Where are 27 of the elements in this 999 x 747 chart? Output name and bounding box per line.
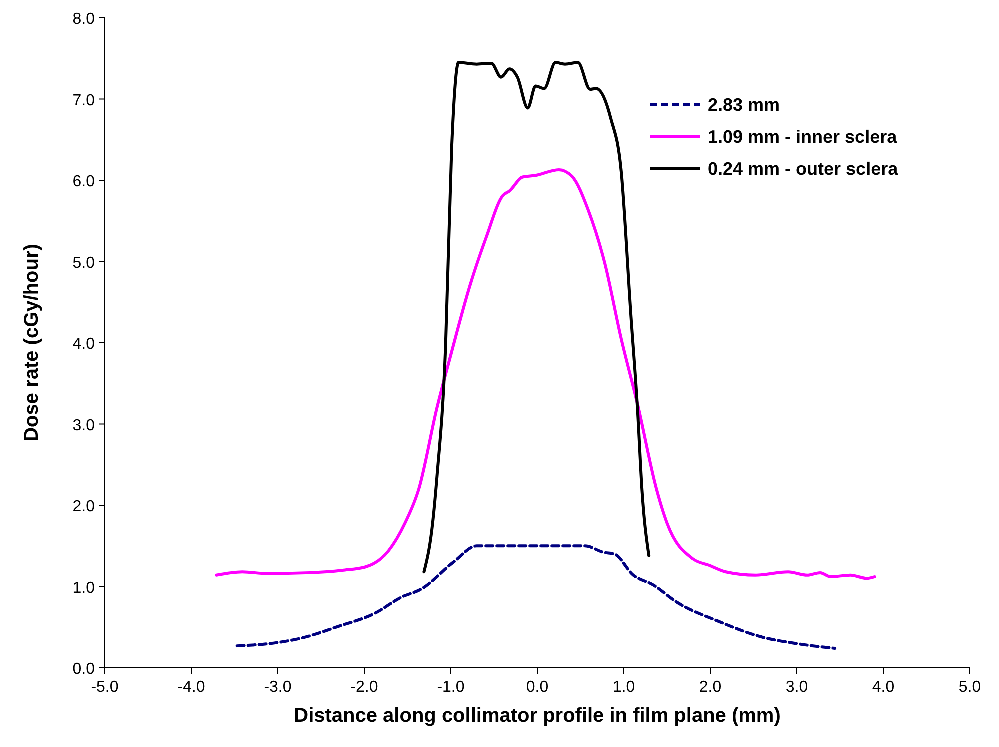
x-tick-label: -4.0 — [178, 679, 206, 696]
y-tick-label: 5.0 — [72, 254, 96, 272]
x-tick-label: 5.0 — [958, 679, 982, 696]
y-tick-label: 6.0 — [72, 174, 96, 190]
legend-label: 0.24 mm - outer sclera — [708, 159, 900, 179]
y-tick-label: 2.0 — [72, 498, 96, 516]
x-axis-title: Distance along collimator profile in film plane (mm) — [294, 705, 781, 727]
y-tick-label: 7.0 — [72, 92, 96, 110]
y-tick-label: 4.0 — [72, 336, 96, 353]
x-tick-label: -5.0 — [91, 679, 119, 696]
x-tick-label: 2.0 — [699, 679, 722, 696]
x-tick-label: -2.0 — [350, 679, 378, 696]
line-series — [236, 544, 837, 650]
x-tick-label: -3.0 — [264, 679, 292, 696]
legend-label: 2.83 mm — [708, 95, 780, 115]
y-tick-label: 0.0 — [72, 661, 96, 678]
x-tick-label: 4.0 — [872, 679, 895, 696]
y-tick-label: 8.0 — [72, 11, 96, 28]
y-axis-title: Dose rate (cGy/hour) — [21, 244, 43, 442]
x-tick-label: 0.0 — [526, 679, 549, 696]
line-series — [422, 61, 651, 574]
x-tick-label: 1.0 — [612, 679, 636, 696]
x-tick-label: 3.0 — [786, 679, 808, 696]
legend-label: 1.09 mm - inner sclera — [708, 127, 898, 147]
y-tick-label: 3.0 — [72, 417, 96, 434]
y-tick-label: 1.0 — [72, 580, 96, 597]
x-tick-label: -1.0 — [437, 679, 465, 696]
